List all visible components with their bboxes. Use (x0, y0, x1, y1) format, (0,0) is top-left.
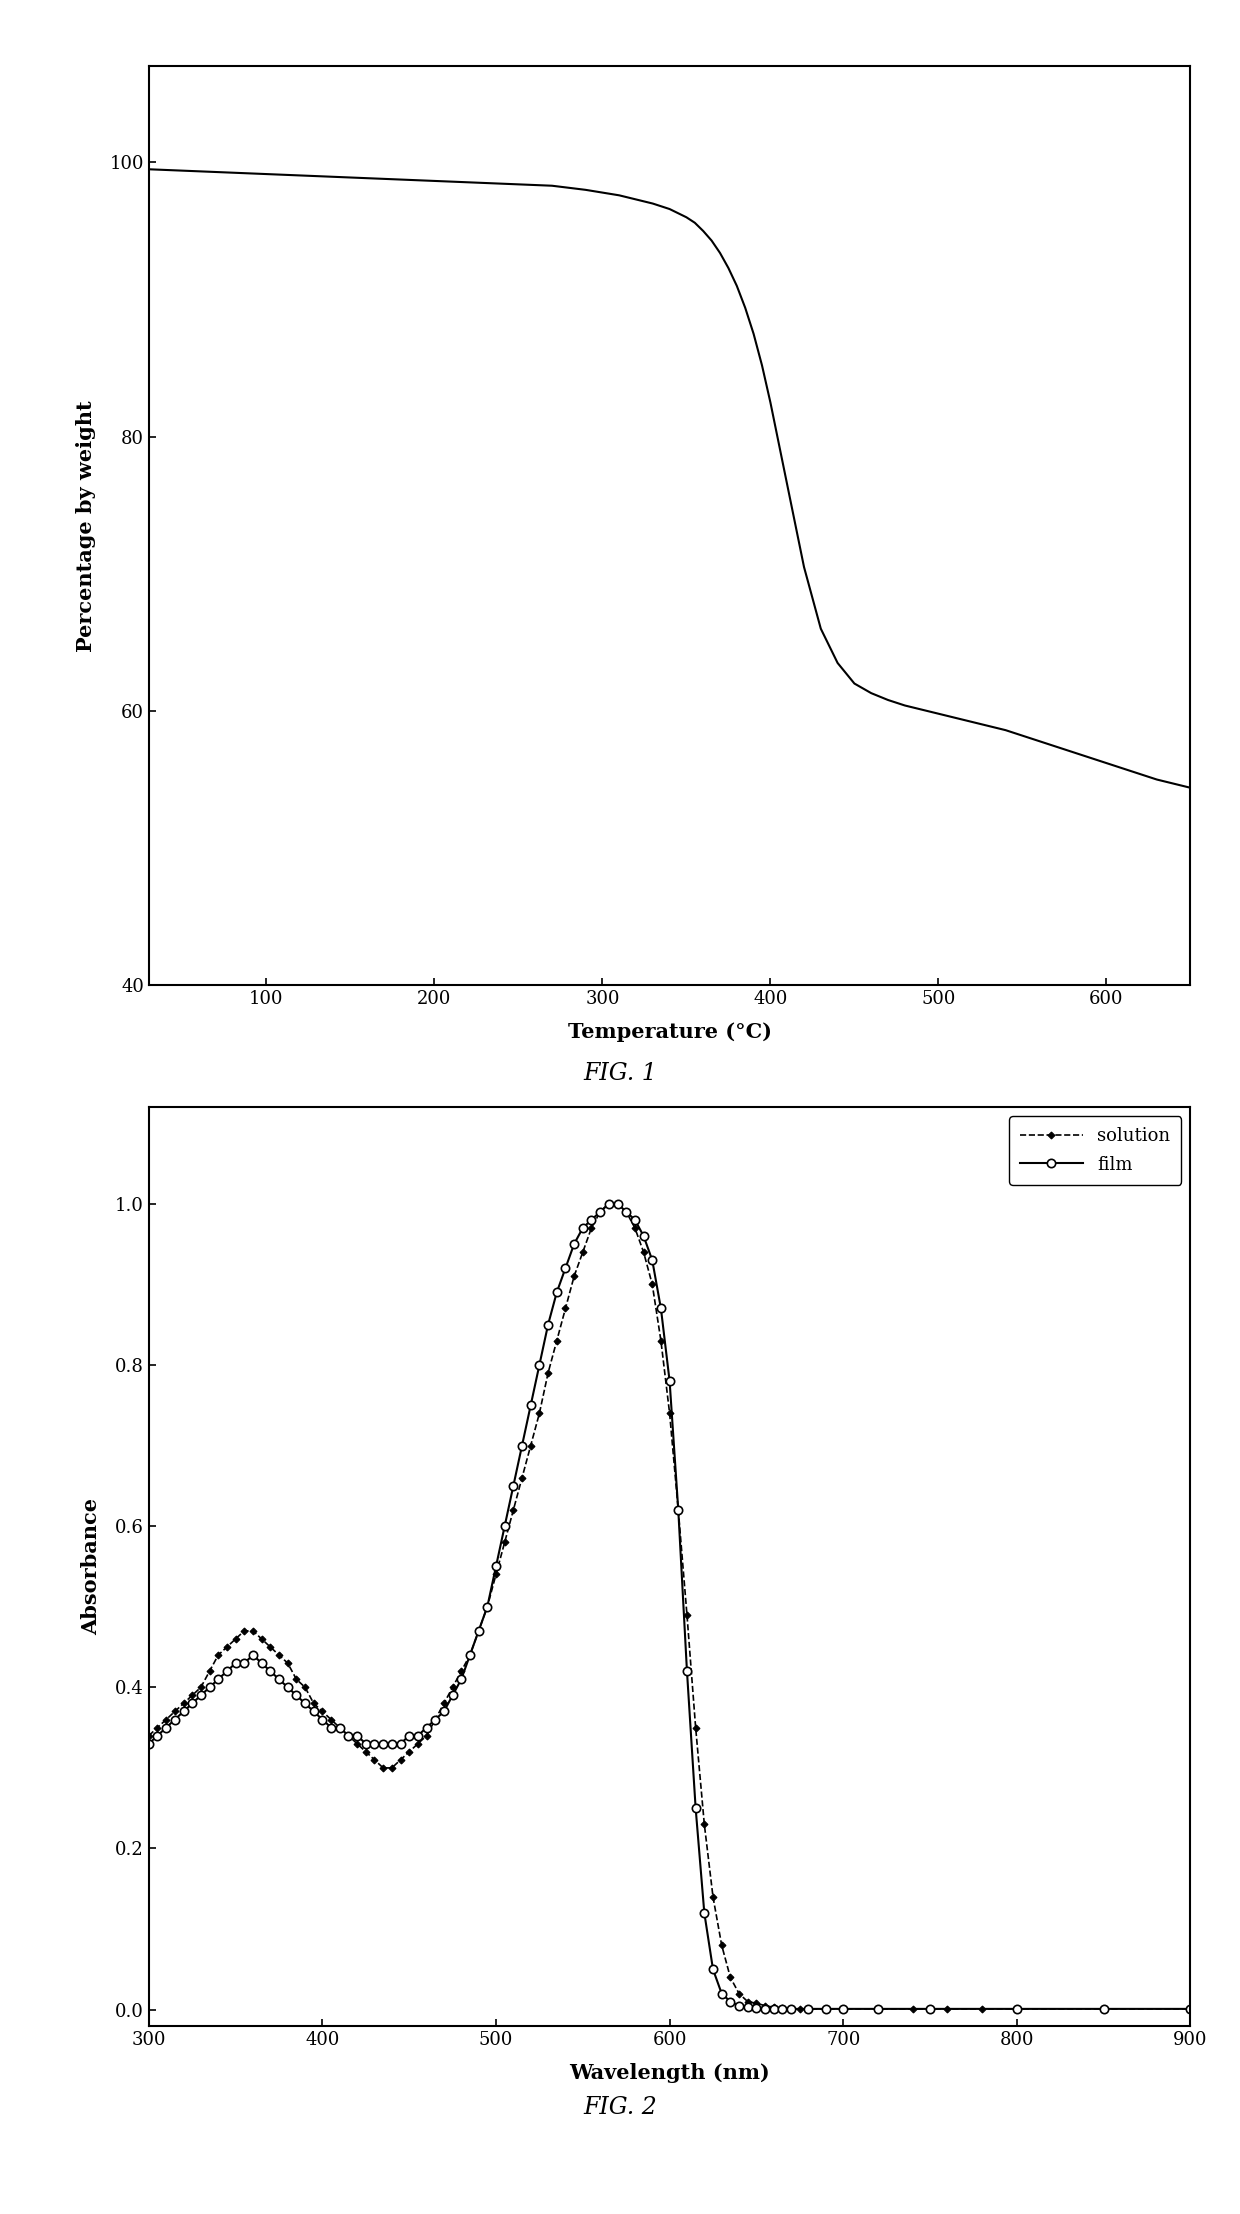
X-axis label: Temperature (°C): Temperature (°C) (568, 1023, 771, 1043)
Y-axis label: Absorbance: Absorbance (81, 1499, 102, 1634)
film (706, 1957, 720, 1984)
film (758, 1995, 773, 2021)
Text: FIG. 2: FIG. 2 (583, 2097, 657, 2119)
solution (141, 1722, 156, 1749)
film (289, 1683, 304, 1709)
solution (784, 1995, 799, 2021)
Line: solution: solution (146, 1202, 1193, 2010)
solution (497, 1530, 512, 1556)
film (567, 1231, 582, 1258)
solution (159, 1707, 174, 1734)
film (185, 1689, 200, 1716)
X-axis label: Wavelength (nm): Wavelength (nm) (569, 2063, 770, 2083)
Text: FIG. 1: FIG. 1 (583, 1063, 657, 1085)
film (662, 1368, 677, 1395)
film (1183, 1995, 1198, 2021)
Line: film: film (145, 1200, 1194, 2013)
solution (601, 1191, 616, 1218)
film (141, 1731, 156, 1758)
Legend: solution, film: solution, film (1009, 1116, 1182, 1184)
solution (714, 1933, 729, 1959)
film (246, 1643, 260, 1669)
solution (219, 1634, 234, 1660)
film (601, 1191, 616, 1218)
solution (1183, 1995, 1198, 2021)
Y-axis label: Percentage by weight: Percentage by weight (76, 401, 95, 651)
solution (775, 1995, 790, 2021)
solution (176, 1689, 191, 1716)
